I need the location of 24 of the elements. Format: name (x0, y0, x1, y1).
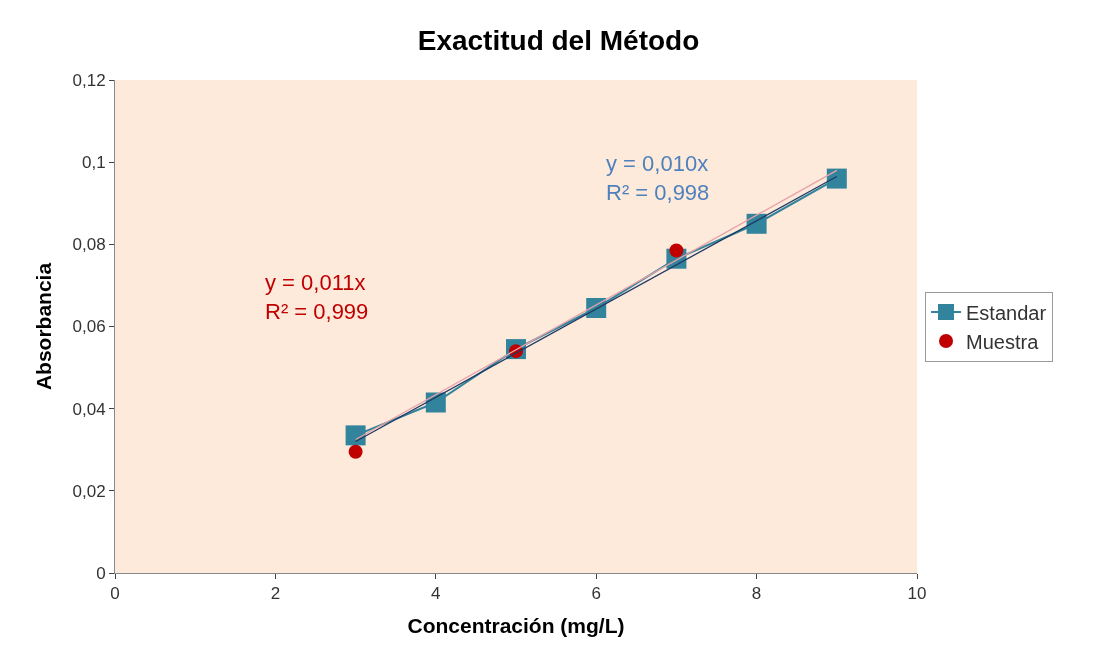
point (826, 168, 847, 189)
legend-label: Muestra (966, 330, 1040, 353)
y-tick-label: 0,1 (81, 153, 106, 173)
annotation: y = 0,010x R² = 0,998 (606, 151, 710, 205)
y-tick-label: 0,04 (72, 399, 106, 419)
x-axis-title: Concentración (mg/L) (407, 613, 625, 637)
point (345, 425, 366, 446)
annotation: y = 0,011x R² = 0,999 (265, 270, 369, 324)
x-tick-label: 4 (431, 584, 441, 604)
x-tick-label: 6 (591, 584, 601, 604)
legend-label: Estandar (966, 301, 1047, 324)
y-tick-label: 0,12 (72, 70, 106, 90)
point (348, 444, 363, 459)
x-tick-label: 0 (110, 584, 120, 604)
y-tick-label: 0 (96, 563, 106, 583)
y-tick-label: 0,02 (72, 481, 106, 501)
point (669, 243, 684, 258)
y-tick-label: 0,08 (72, 235, 106, 255)
x-tick-label: 10 (907, 584, 927, 604)
chart-title: Exactitud del Método (417, 24, 700, 56)
x-tick-label: 2 (270, 584, 281, 604)
y-tick-label: 0,06 (72, 317, 106, 337)
y-axis-title: Absorbancia (31, 262, 55, 391)
x-tick-label: 8 (751, 584, 762, 604)
